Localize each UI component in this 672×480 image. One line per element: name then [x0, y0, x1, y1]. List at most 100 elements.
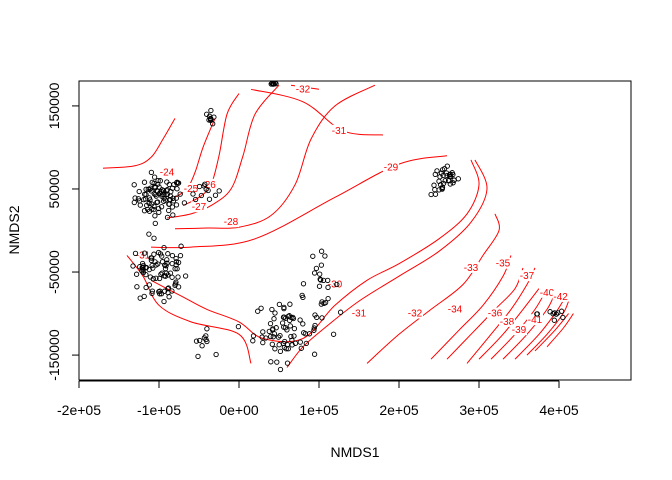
data-point — [140, 262, 147, 269]
data-point — [276, 342, 282, 348]
data-point — [147, 186, 153, 193]
data-point — [201, 335, 208, 341]
data-point — [330, 331, 337, 337]
data-point — [151, 174, 158, 180]
data-point — [181, 200, 188, 206]
contour-label-bg — [499, 315, 515, 327]
data-point — [268, 333, 274, 340]
data-point — [297, 339, 303, 345]
data-point — [317, 276, 323, 282]
data-point — [300, 294, 306, 301]
x-tick-label: -2e+05 — [57, 402, 101, 418]
data-point — [448, 173, 454, 180]
contour-label-bg — [447, 303, 463, 315]
contour-label-bg — [223, 216, 239, 228]
y-axis-label: NMDS2 — [6, 205, 22, 254]
contour-label-bg — [539, 286, 555, 298]
contour-label-bg — [487, 307, 503, 319]
data-point — [311, 325, 317, 331]
data-point — [177, 191, 183, 197]
data-point — [143, 186, 149, 192]
data-point — [439, 186, 445, 192]
data-point — [337, 309, 344, 315]
data-point — [136, 188, 142, 195]
data-point — [551, 310, 558, 316]
data-point — [301, 330, 307, 336]
data-point — [151, 235, 157, 241]
data-point — [291, 325, 298, 332]
data-point — [133, 271, 140, 277]
data-point — [170, 198, 177, 204]
data-point — [132, 250, 139, 257]
data-point — [322, 253, 328, 259]
data-point — [440, 180, 447, 187]
data-point — [551, 317, 557, 323]
x-axis: -2e+05 -1e+05 0e+00 1e+05 2e+05 3e+05 4e+05 — [57, 380, 579, 418]
data-point — [317, 271, 323, 277]
data-point — [440, 172, 446, 179]
contour-label-bg — [527, 314, 543, 326]
data-point — [235, 323, 242, 330]
data-point — [306, 331, 313, 337]
data-point — [287, 323, 293, 329]
data-point — [250, 338, 256, 344]
data-point — [298, 345, 304, 351]
data-point — [442, 178, 448, 184]
data-point — [141, 250, 148, 256]
contour-label: -42 — [553, 292, 568, 303]
data-point — [174, 266, 180, 272]
data-point — [260, 339, 266, 346]
data-point — [199, 343, 205, 349]
data-point — [267, 320, 274, 327]
contour-label: -32 — [408, 309, 423, 320]
data-point — [173, 202, 180, 208]
data-point — [270, 334, 276, 340]
data-point — [165, 251, 171, 257]
x-tick-label: 1e+05 — [299, 402, 339, 418]
contour-label: -26 — [201, 180, 216, 191]
data-point — [157, 251, 164, 257]
x-tick-label: 0e+00 — [219, 402, 259, 418]
data-point — [141, 179, 148, 185]
data-point — [282, 325, 289, 331]
data-point — [210, 121, 216, 127]
y-axis: -150000 -50000 50000 150000 — [46, 82, 80, 381]
data-point — [157, 291, 163, 297]
data-point — [534, 311, 540, 317]
data-point — [149, 288, 156, 294]
data-point — [255, 308, 261, 314]
contour-line — [250, 88, 384, 136]
data-point — [177, 252, 184, 259]
data-point — [164, 179, 170, 185]
contour-line — [174, 84, 376, 230]
contour-label-bg — [383, 161, 399, 173]
contour-label-bg — [191, 201, 207, 213]
contour-label-bg — [200, 178, 217, 190]
contour-line — [102, 118, 176, 169]
y-tick-label: 150000 — [46, 82, 62, 129]
data-point — [208, 107, 214, 114]
data-point — [169, 288, 175, 294]
data-point — [158, 204, 165, 210]
data-point — [143, 284, 149, 291]
x-axis-label: NMDS1 — [330, 444, 379, 460]
data-point — [170, 212, 176, 218]
data-point — [159, 187, 165, 193]
contour-label-bg — [331, 124, 347, 136]
data-point — [321, 300, 327, 307]
data-point — [311, 351, 318, 357]
data-point — [250, 333, 257, 339]
data-point — [277, 348, 284, 355]
contour-label: -35 — [496, 259, 511, 270]
contour-line — [366, 213, 500, 364]
contour-label: -34 — [448, 304, 463, 315]
data-point — [311, 270, 318, 276]
data-point — [212, 192, 219, 198]
data-point — [303, 340, 309, 347]
data-point — [175, 180, 181, 186]
contour-label-bg — [511, 324, 527, 336]
x-tick-label: 3e+05 — [459, 402, 499, 418]
data-point — [320, 277, 327, 284]
data-point — [197, 337, 203, 344]
data-point — [281, 344, 288, 351]
